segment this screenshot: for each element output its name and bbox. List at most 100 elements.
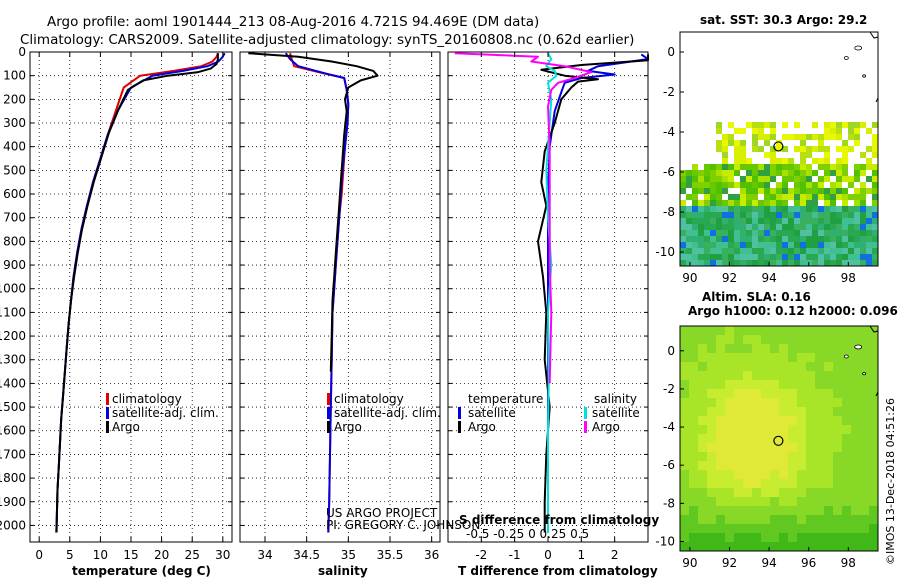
sla-cell: [815, 452, 824, 461]
sla-cell: [680, 380, 689, 389]
sla-cell: [698, 533, 707, 542]
sla-cell: [860, 542, 869, 551]
sla-cell: [860, 524, 869, 533]
sst-cell: [734, 182, 740, 188]
sla-cell: [707, 488, 716, 497]
sst-cell: [848, 254, 854, 260]
sla-cell: [815, 533, 824, 542]
sst-cell: [794, 122, 800, 128]
sst-cell: [698, 170, 704, 176]
sla-cell: [851, 488, 860, 497]
x-tick-label: 5: [66, 548, 74, 562]
sst-cell: [854, 236, 860, 242]
sst-cell: [740, 230, 746, 236]
sla-cell: [734, 326, 743, 335]
sst-cell: [866, 224, 872, 230]
sla-cell: [788, 380, 797, 389]
sst-cell: [812, 254, 818, 260]
sst-cell: [866, 260, 872, 266]
sla-cell: [842, 488, 851, 497]
sla-cell: [734, 353, 743, 362]
sst-cell: [770, 188, 776, 194]
sla-cell: [824, 443, 833, 452]
sst-cell: [704, 218, 710, 224]
sla-cell: [725, 335, 734, 344]
sst-cell: [824, 170, 830, 176]
sla-cell: [779, 497, 788, 506]
sla-cell: [707, 542, 716, 551]
sla-cell: [734, 371, 743, 380]
sla-cell: [806, 416, 815, 425]
sst-cell: [872, 122, 878, 128]
sla-cell: [806, 434, 815, 443]
sst-cell: [818, 230, 824, 236]
sla-cell: [689, 371, 698, 380]
sst-cell: [752, 164, 758, 170]
sst-cell: [872, 140, 878, 146]
sla-cell: [680, 515, 689, 524]
sla-cell: [680, 479, 689, 488]
sst-cell: [770, 134, 776, 140]
y-tick-label: 1800: [0, 471, 26, 485]
y-tick-label: -8: [663, 205, 675, 219]
sla-cell: [851, 362, 860, 371]
sst-cell: [770, 122, 776, 128]
sla-cell: [815, 407, 824, 416]
sla-cell: [869, 533, 878, 542]
sla-cell: [689, 497, 698, 506]
sst-cell: [734, 128, 740, 134]
sst-cell: [740, 254, 746, 260]
sst-cell: [872, 146, 878, 152]
sst-cell: [734, 194, 740, 200]
sst-cell: [836, 128, 842, 134]
sla-cell: [734, 335, 743, 344]
sst-cell: [698, 206, 704, 212]
sst-cell: [782, 188, 788, 194]
sla-cell: [743, 497, 752, 506]
sla-cell: [869, 461, 878, 470]
x-tick-label: -1: [509, 548, 521, 562]
sla-cell: [824, 326, 833, 335]
sla-cell: [743, 371, 752, 380]
sla-cell: [734, 452, 743, 461]
sst-cell: [716, 260, 722, 266]
sst-cell: [722, 176, 728, 182]
sst-cell: [842, 230, 848, 236]
sla-cell: [743, 380, 752, 389]
sst-cell: [776, 140, 782, 146]
sla-cell: [716, 407, 725, 416]
sla-cell: [842, 443, 851, 452]
y-tick-label: -6: [663, 458, 675, 472]
sla-cell: [860, 515, 869, 524]
x-tick-label: 15: [123, 548, 138, 562]
y-tick-label: 700: [3, 211, 26, 225]
sst-cell: [842, 248, 848, 254]
sla-cell: [734, 470, 743, 479]
sst-cell: [722, 248, 728, 254]
sst-cell: [692, 230, 698, 236]
coastline: [869, 31, 879, 39]
sla-cell: [770, 452, 779, 461]
sla-cell: [860, 326, 869, 335]
legend-satellite: satellite-adj. clim.: [112, 406, 219, 420]
sla-cell: [824, 389, 833, 398]
sst-cell: [842, 170, 848, 176]
sla-cell: [716, 335, 725, 344]
sst-cell: [800, 206, 806, 212]
sla-cell: [806, 470, 815, 479]
sla-cell: [725, 497, 734, 506]
sst-cell: [872, 248, 878, 254]
sla-cell: [752, 335, 761, 344]
x-tick-label: 96: [801, 271, 816, 285]
sst-cell: [704, 248, 710, 254]
sst-cell: [734, 254, 740, 260]
sst-cell: [764, 122, 770, 128]
sla-cell: [842, 452, 851, 461]
sla-cell: [860, 533, 869, 542]
sla-cell: [770, 335, 779, 344]
sla-cell: [698, 380, 707, 389]
y-tick-label: 1700: [0, 447, 26, 461]
sst-cell: [788, 224, 794, 230]
sla-cell: [806, 389, 815, 398]
sla-cell: [689, 353, 698, 362]
